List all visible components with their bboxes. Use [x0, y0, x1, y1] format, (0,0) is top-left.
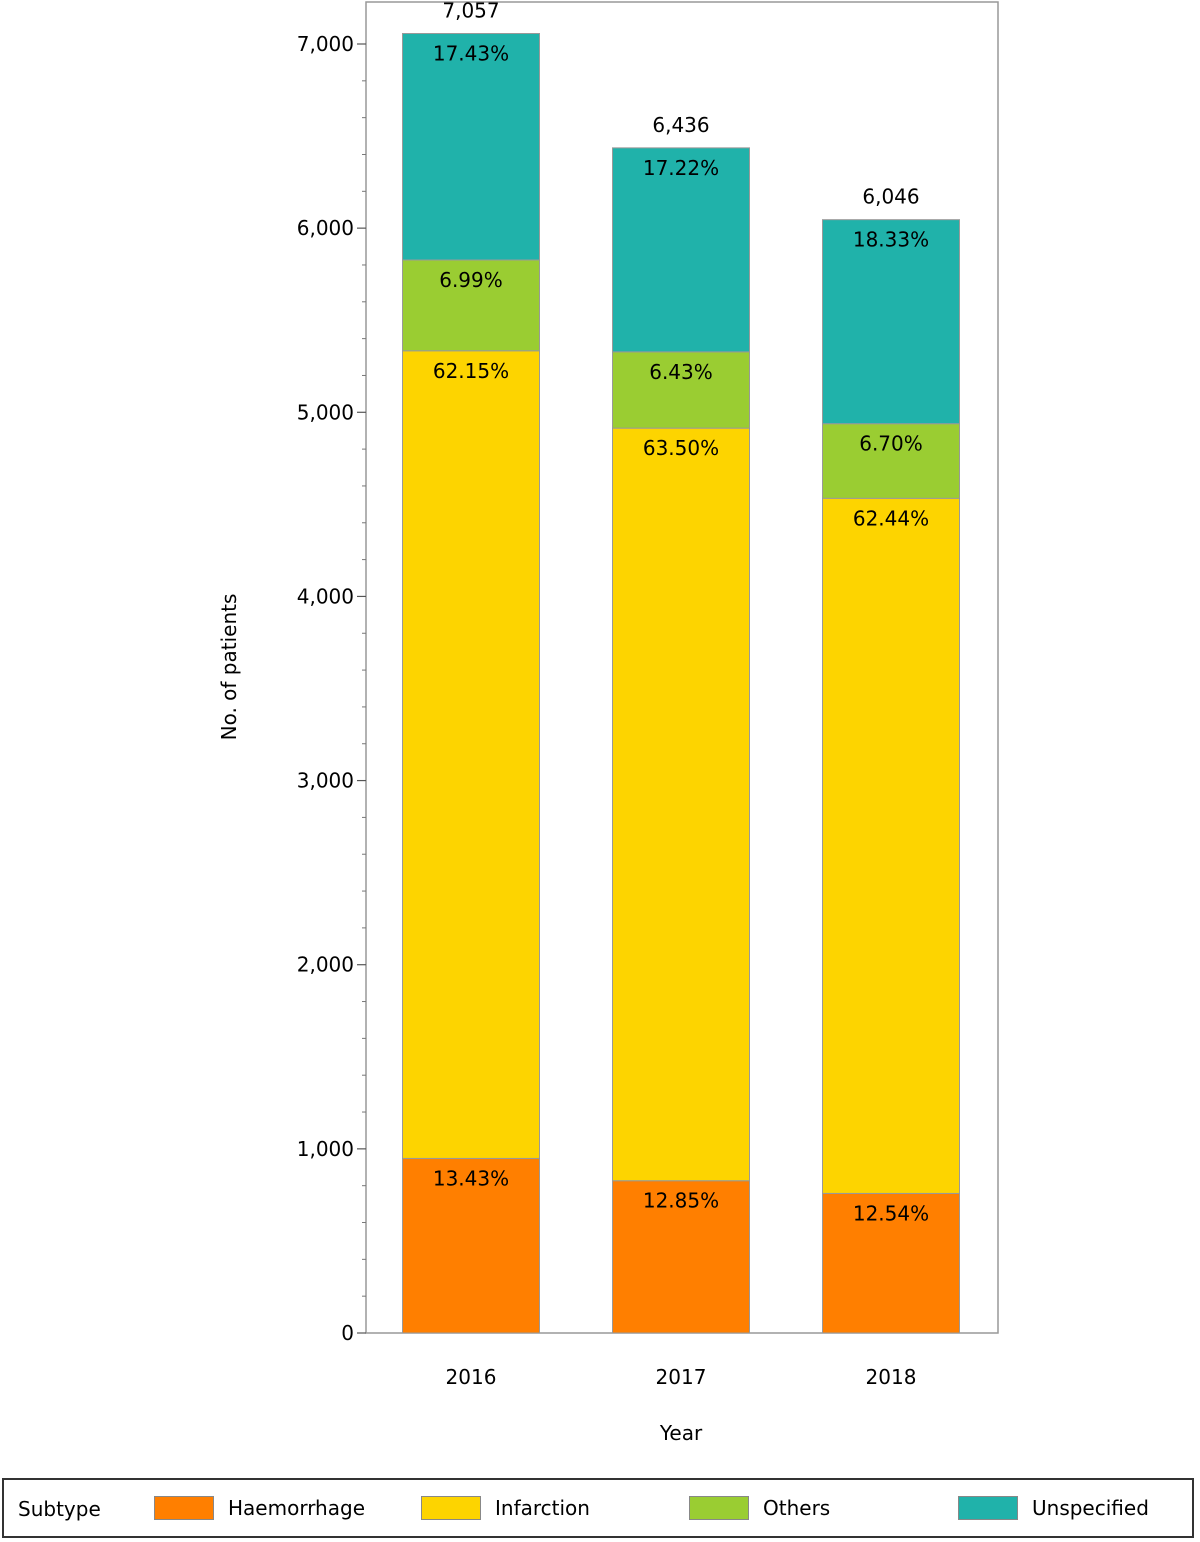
y-tick-label: 1,000 [297, 1137, 354, 1161]
legend-label-infarction: Infarction [495, 1496, 590, 1520]
bar-segment-infarction-2018 [822, 497, 960, 1194]
y-axis: 0 1,000 2,000 3,000 4,000 5,000 6,000 7,000 [297, 32, 366, 1345]
y-tick-label: 4,000 [297, 584, 354, 608]
segment-label-infarction-2018: 62.44% [853, 506, 929, 530]
x-tick-label-2018: 2018 [866, 1365, 917, 1389]
segment-label-infarction-2017: 63.50% [643, 436, 719, 460]
segment-label-infarction-2016: 62.15% [433, 359, 509, 383]
y-tick-label: 7,000 [297, 32, 354, 56]
segment-label-unspecified-2016: 17.43% [433, 42, 509, 66]
y-tick-label: 0 [341, 1321, 354, 1345]
legend-item-others: Others [689, 1490, 830, 1526]
bar-segment-haemorrhage-2017 [612, 1180, 750, 1334]
segment-label-unspecified-2017: 17.22% [643, 156, 719, 180]
legend-swatch-unspecified [958, 1496, 1018, 1520]
bar-segment-others-2016 [402, 259, 540, 352]
y-tick-label: 5,000 [297, 400, 354, 424]
bar-segment-unspecified-2017 [612, 147, 750, 353]
legend-item-infarction: Infarction [421, 1490, 590, 1526]
total-label-2016: 7,057 [442, 0, 499, 23]
segment-label-haemorrhage-2016: 13.43% [433, 1166, 509, 1190]
bar-segment-haemorrhage-2018 [822, 1192, 960, 1334]
legend-swatch-haemorrhage [154, 1496, 214, 1520]
legend-item-unspecified: Unspecified [958, 1490, 1149, 1526]
legend-label-unspecified: Unspecified [1032, 1496, 1149, 1520]
x-tick-label-2017: 2017 [656, 1365, 707, 1389]
legend-label-haemorrhage: Haemorrhage [228, 1496, 365, 1520]
legend-item-haemorrhage: Haemorrhage [154, 1490, 365, 1526]
legend: Subtype Haemorrhage Infarction Others Un… [2, 1478, 1194, 1538]
bar-segment-unspecified-2018 [822, 219, 960, 425]
segment-label-haemorrhage-2018: 12.54% [853, 1201, 929, 1225]
legend-swatch-infarction [421, 1496, 481, 1520]
y-tick-label: 6,000 [297, 216, 354, 240]
bar-segment-others-2017 [612, 351, 750, 429]
bar-segment-haemorrhage-2016 [402, 1157, 540, 1334]
chart: 0 1,000 2,000 3,000 4,000 5,000 6,000 7,000 13.… [217, 0, 999, 1445]
bars: 13.43% 62.15% 6.99% 17.43% 7,057 12.85% 63.50%… [402, 0, 960, 1334]
x-tick-label-2016: 2016 [446, 1365, 497, 1389]
segment-label-others-2016: 6.99% [439, 268, 503, 292]
legend-title: Subtype [18, 1497, 101, 1521]
segment-label-others-2017: 6.43% [649, 360, 713, 384]
total-label-2017: 6,436 [652, 113, 709, 137]
bar-segment-unspecified-2016 [402, 33, 540, 261]
x-axis: 2016 2017 2018 [446, 1365, 917, 1389]
bar-segment-others-2018 [822, 423, 960, 499]
y-axis-title: No. of patients [217, 594, 241, 741]
y-tick-label: 2,000 [297, 953, 354, 977]
bar-segment-infarction-2016 [402, 350, 540, 1159]
segment-label-haemorrhage-2017: 12.85% [643, 1189, 719, 1213]
x-axis-title: Year [659, 1421, 703, 1445]
y-tick-label: 3,000 [297, 769, 354, 793]
segment-label-others-2018: 6.70% [859, 432, 923, 456]
legend-label-others: Others [763, 1496, 831, 1520]
legend-swatch-others [689, 1496, 749, 1520]
segment-label-unspecified-2018: 18.33% [853, 228, 929, 252]
bar-segment-infarction-2017 [612, 427, 750, 1182]
total-label-2018: 6,046 [862, 185, 919, 209]
